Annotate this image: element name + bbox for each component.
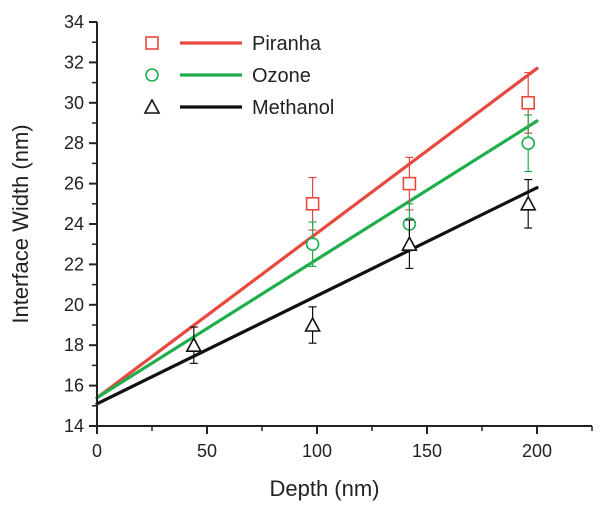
legend: Piranha Ozone Methanol: [143, 33, 334, 119]
data-point-piranha: [521, 96, 536, 110]
data-point-methanol: [401, 235, 418, 251]
y-tick-label: 22: [64, 254, 84, 274]
legend-marker-ozone: [145, 68, 159, 82]
data-point-methanol: [185, 336, 203, 353]
data-point-piranha: [402, 176, 417, 191]
x-tick-label: 150: [412, 441, 442, 461]
x-tick-label: 50: [197, 441, 217, 461]
y-tick-label: 14: [64, 416, 84, 436]
y-tick-label: 32: [64, 52, 84, 72]
legend-label-piranha: Piranha: [252, 33, 322, 55]
data-point-ozone: [521, 136, 536, 150]
y-tick-label: 30: [64, 93, 84, 113]
x-tick-label: 200: [522, 441, 552, 461]
x-tick-label: 0: [92, 441, 102, 461]
y-tick-label: 26: [64, 174, 84, 194]
fit-line-ozone: [95, 119, 539, 400]
y-tick-label: 28: [64, 133, 84, 153]
y-tick-label: 20: [64, 295, 84, 315]
x-axis-title: Depth (nm): [269, 476, 379, 501]
legend-label-methanol: Methanol: [252, 97, 334, 119]
data-point-methanol: [304, 316, 321, 332]
x-tick-label: 100: [302, 441, 332, 461]
y-tick-label: 34: [64, 12, 84, 32]
y-tick-label: 18: [64, 335, 84, 355]
legend-label-ozone: Ozone: [252, 65, 311, 87]
fit-line-methanol: [95, 186, 539, 406]
legend-marker-methanol: [143, 98, 161, 114]
axes: 0 50 100 150 200 14 16 18 20 22 24 26 28 30 32 34: [64, 12, 593, 461]
legend-marker-piranha: [145, 36, 159, 50]
data-point-piranha: [305, 197, 320, 211]
y-tick-label: 24: [64, 214, 84, 234]
fit-line-piranha: [95, 66, 539, 400]
data-point-methanol: [519, 195, 537, 211]
y-tick-label: 16: [64, 376, 84, 396]
data-point-ozone: [305, 237, 320, 251]
y-axis-title: Interface Width (nm): [8, 124, 33, 323]
plot-area: [95, 66, 539, 406]
